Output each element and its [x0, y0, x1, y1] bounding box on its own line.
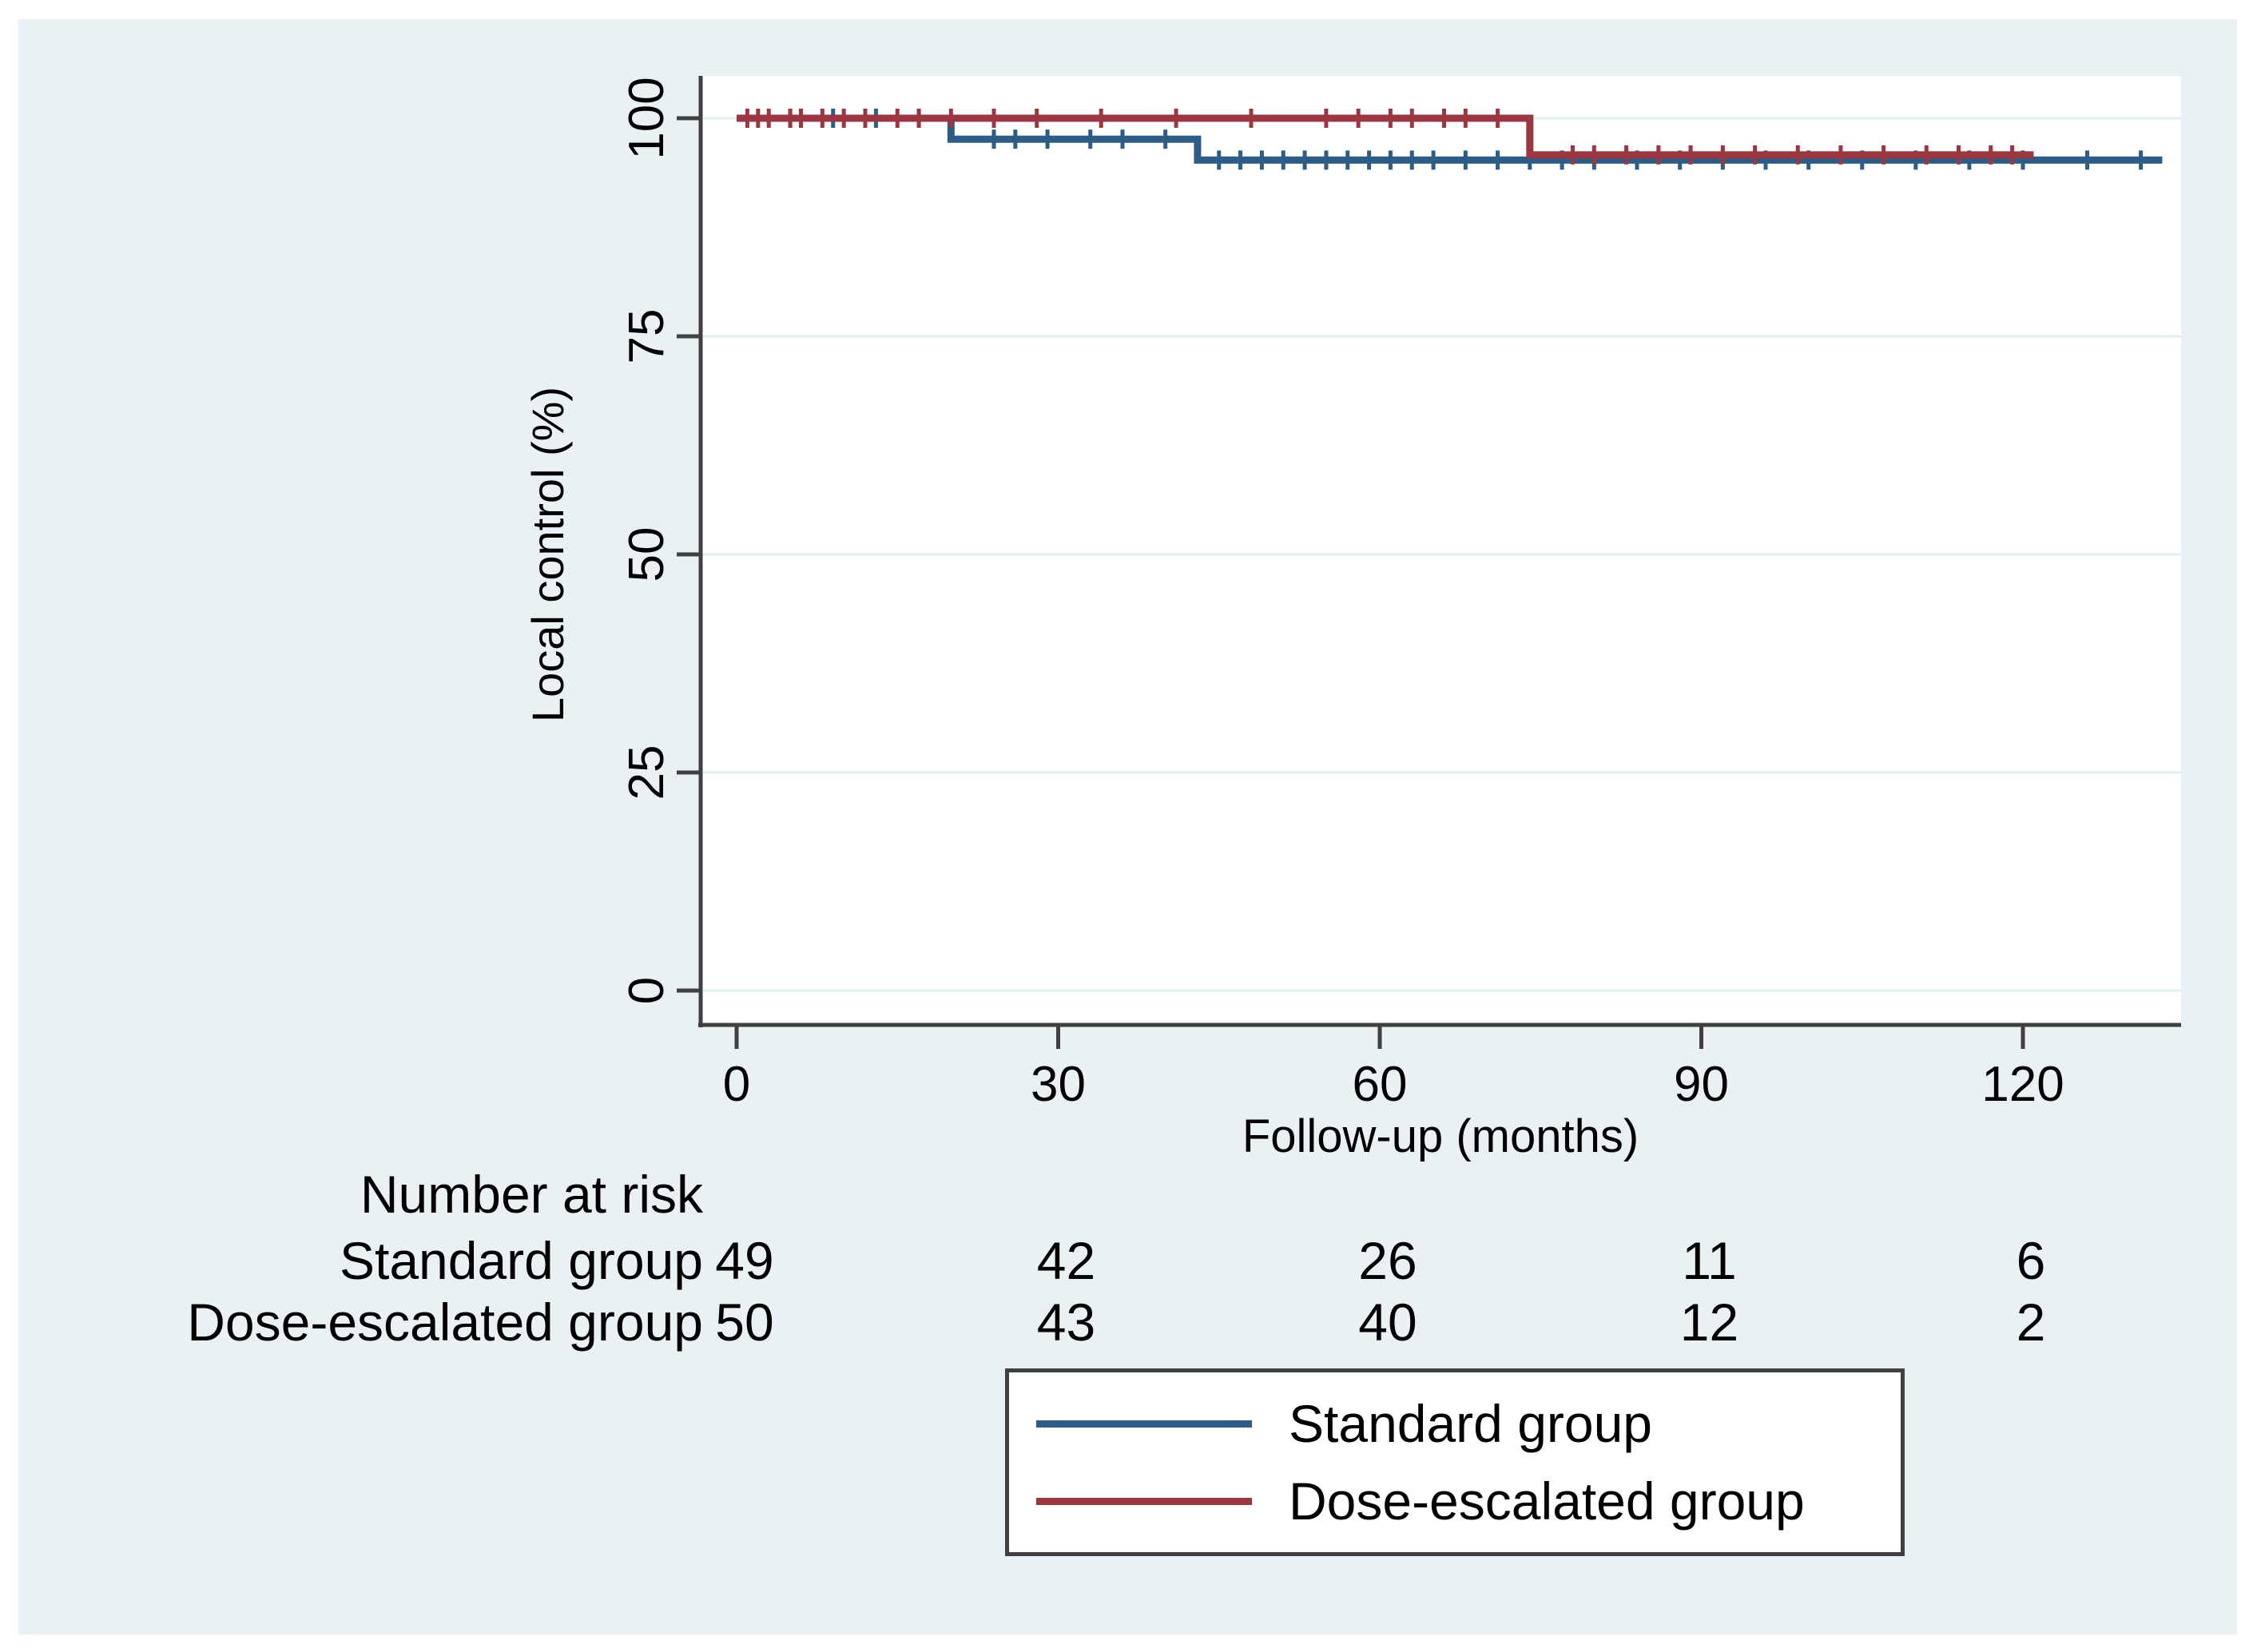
standard-group-line-swatch: [1036, 1420, 1252, 1428]
x-tick-label: 90: [1674, 1057, 1729, 1112]
at-risk-value: 11: [1682, 1231, 1737, 1290]
x-tick-label: 120: [1981, 1057, 2064, 1112]
legend-item-standard-group: Standard group: [1036, 1397, 1901, 1450]
y-tick-label: 75: [619, 309, 674, 364]
at-risk-value: 49: [715, 1231, 773, 1290]
legend-item-dose-escalated-group: Dose-escalated group: [1036, 1475, 1901, 1527]
plot-area: [701, 76, 2181, 1025]
legend-label-standard-group: Standard group: [1289, 1394, 1653, 1453]
y-tick-label: 0: [619, 977, 674, 1004]
x-tick-label: 0: [723, 1057, 750, 1112]
at-risk-value: 40: [1358, 1293, 1417, 1352]
y-tick-label: 100: [619, 77, 674, 159]
legend-label-dose-escalated-group: Dose-escalated group: [1289, 1471, 1805, 1531]
at-risk-value: 26: [1358, 1231, 1417, 1290]
at-risk-value: 12: [1680, 1293, 1738, 1352]
at-risk-value: 50: [715, 1293, 773, 1352]
at-risk-value: 6: [2017, 1231, 2046, 1290]
at-risk-header: Number at risk: [360, 1165, 704, 1224]
y-tick-label: 25: [619, 745, 674, 800]
x-tick-label: 30: [1031, 1057, 1086, 1112]
x-tick-label: 60: [1353, 1057, 1408, 1112]
y-tick-label: 50: [619, 527, 674, 582]
at-risk-row-label-dose-escalated: Dose-escalated group: [187, 1293, 703, 1352]
at-risk-value: 2: [2017, 1293, 2046, 1352]
at-risk-row-label-standard: Standard group: [340, 1231, 703, 1290]
x-axis-title: Follow-up (months): [1242, 1110, 1639, 1162]
legend: Standard group Dose-escalated group: [1005, 1368, 1905, 1556]
dose-escalated-group-line-swatch: [1036, 1497, 1252, 1505]
at-risk-value: 43: [1037, 1293, 1095, 1352]
survival-curve-dose-escalated-group: [737, 114, 2034, 159]
at-risk-value: 42: [1037, 1231, 1095, 1290]
y-axis-title: Local control (%): [523, 387, 573, 722]
